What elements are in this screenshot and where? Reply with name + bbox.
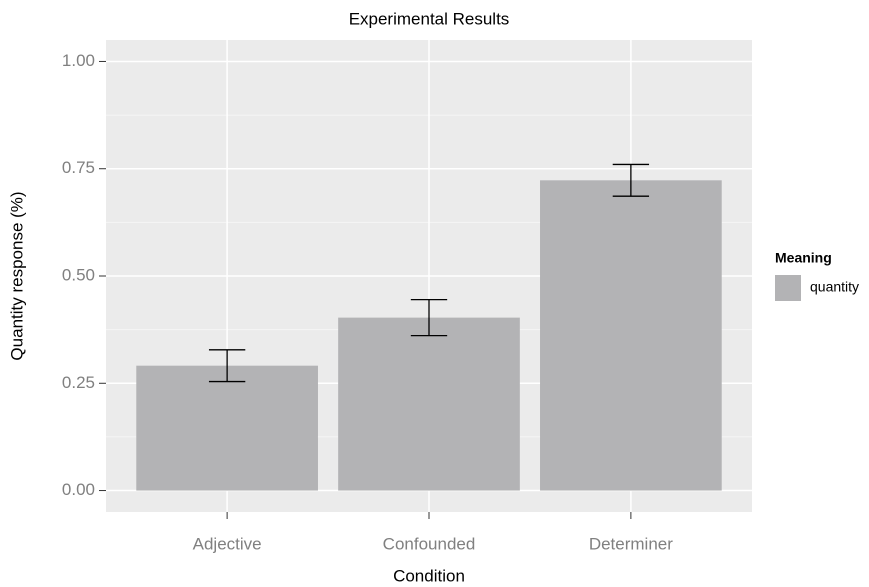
error-bar	[208, 349, 246, 383]
bar	[136, 365, 318, 491]
y-tick-label: 0.75	[62, 158, 95, 177]
bar	[540, 180, 722, 491]
error-bar	[612, 163, 650, 197]
y-axis-title: Quantity response (%)	[7, 191, 26, 360]
y-tick-label: 1.00	[62, 51, 95, 70]
legend-label: quantity	[810, 279, 859, 295]
legend-title: Meaning	[775, 250, 832, 266]
y-tick-label: 0.50	[62, 265, 95, 284]
legend-key	[775, 275, 801, 301]
y-tick-label: 0.00	[62, 480, 95, 499]
y-tick-label: 0.25	[62, 373, 95, 392]
x-tick-label: Confounded	[383, 534, 476, 553]
chart-title: Experimental Results	[349, 9, 510, 28]
bar	[338, 317, 520, 491]
x-tick-label: Adjective	[193, 534, 262, 553]
x-tick-label: Determiner	[589, 534, 673, 553]
x-axis-title: Condition	[393, 566, 465, 585]
error-bar	[410, 298, 448, 337]
